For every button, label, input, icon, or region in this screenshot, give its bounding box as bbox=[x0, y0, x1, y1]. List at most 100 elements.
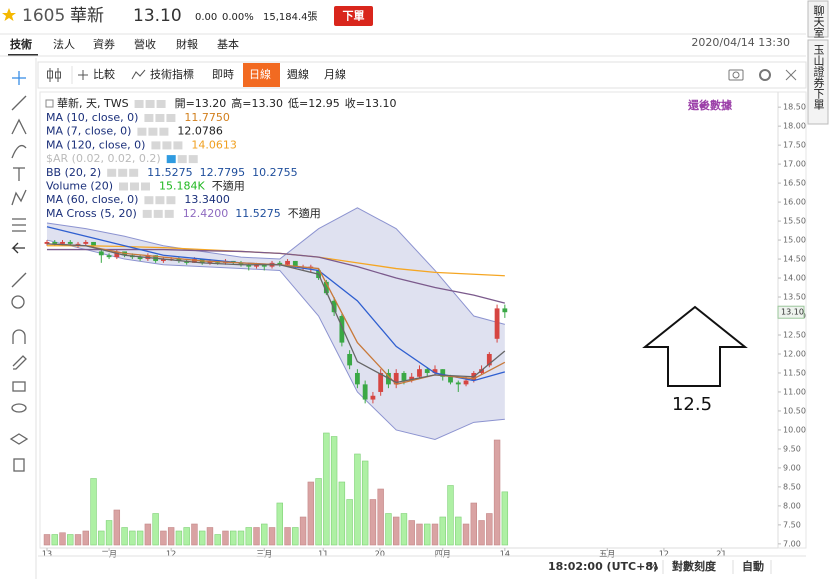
legend-control[interactable] bbox=[155, 114, 165, 122]
settings-icon[interactable] bbox=[759, 69, 771, 81]
legend-control[interactable] bbox=[141, 182, 150, 191]
lock-tool[interactable] bbox=[12, 381, 26, 392]
broker-button[interactable] bbox=[807, 39, 829, 125]
indicator-value: 不適用 bbox=[212, 179, 245, 193]
indicator-name[interactable]: MA (7, close, 0) bbox=[46, 125, 131, 138]
legend-control[interactable] bbox=[137, 127, 147, 136]
adjusted-data-label[interactable]: 還後數據 bbox=[687, 98, 733, 112]
indicators-button[interactable]: 技術指標 bbox=[150, 67, 194, 81]
indicator-name[interactable]: MA Cross (5, 20) bbox=[46, 207, 137, 220]
indicator-name[interactable]: BB (20, 2) bbox=[46, 166, 101, 179]
trendline-tool[interactable] bbox=[11, 95, 27, 111]
text-tool[interactable] bbox=[13, 167, 25, 181]
order-button[interactable] bbox=[334, 6, 373, 26]
volume-bar bbox=[431, 523, 439, 546]
broker-label[interactable]: 玉山證券下單 bbox=[812, 44, 825, 110]
legend-control[interactable] bbox=[107, 168, 117, 177]
tab[interactable]: 法人 bbox=[53, 37, 75, 51]
tab[interactable]: 基本 bbox=[217, 37, 239, 51]
tab[interactable]: 營收 bbox=[134, 37, 156, 51]
legend-control[interactable] bbox=[151, 141, 161, 150]
volume-bar bbox=[160, 530, 167, 546]
legend-control[interactable] bbox=[134, 100, 144, 108]
legend-control[interactable] bbox=[162, 141, 172, 150]
indicator-name[interactable]: Volume (20) bbox=[46, 180, 113, 193]
volume-bar bbox=[59, 532, 66, 546]
legend-control[interactable] bbox=[177, 155, 187, 164]
legend-control[interactable] bbox=[144, 114, 154, 122]
volume: 15,184.4張 bbox=[263, 11, 318, 23]
band-fill bbox=[46, 207, 505, 440]
order-button-label[interactable]: 下單 bbox=[343, 10, 365, 23]
candle-body bbox=[463, 380, 469, 385]
legend-control[interactable] bbox=[145, 100, 155, 108]
zoom-tool[interactable] bbox=[11, 295, 25, 309]
magnet-tool[interactable] bbox=[12, 329, 26, 344]
tab[interactable]: 財報 bbox=[176, 37, 198, 51]
y-tick-label: 11.50 bbox=[783, 368, 806, 377]
fullscreen-icon[interactable] bbox=[785, 69, 797, 81]
legend-control[interactable] bbox=[188, 155, 198, 164]
compare-plus[interactable] bbox=[78, 70, 88, 80]
annotation-text: 12.5 bbox=[672, 394, 712, 415]
fib-tool[interactable] bbox=[11, 118, 27, 135]
visibility-tool[interactable] bbox=[11, 403, 27, 413]
log-scale-toggle[interactable]: 對數刻度 bbox=[672, 559, 717, 573]
legend-control[interactable] bbox=[156, 100, 166, 108]
compare-button[interactable]: 比較 bbox=[93, 67, 115, 81]
legend-control[interactable] bbox=[144, 196, 154, 205]
tab[interactable]: 技術 bbox=[10, 37, 32, 51]
tab[interactable]: 資券 bbox=[93, 37, 115, 51]
legend-control[interactable] bbox=[153, 209, 163, 218]
legend-control[interactable] bbox=[142, 209, 152, 218]
legend-control[interactable] bbox=[130, 182, 139, 191]
period-button[interactable]: 即時 bbox=[212, 68, 234, 81]
candle-body bbox=[448, 376, 453, 383]
favorite-star[interactable] bbox=[2, 8, 16, 21]
legend-control[interactable] bbox=[164, 209, 174, 218]
period-button[interactable]: 日線 bbox=[249, 67, 271, 81]
legend-control[interactable] bbox=[159, 127, 169, 136]
legend-control[interactable] bbox=[148, 127, 158, 136]
indicator-name[interactable]: $AR (0.02, 0.02, 0.2) bbox=[46, 152, 161, 165]
y-tick-label: 12.00 bbox=[783, 349, 806, 358]
candle-body bbox=[494, 308, 500, 339]
compare-icon[interactable] bbox=[47, 68, 61, 82]
indicator-name[interactable]: MA (120, close, 0) bbox=[46, 138, 145, 151]
legend-control[interactable] bbox=[166, 155, 176, 164]
delete-tool[interactable] bbox=[13, 458, 25, 472]
period-button[interactable]: 週線 bbox=[287, 67, 309, 81]
legend-control[interactable] bbox=[173, 141, 183, 150]
indicator-icon[interactable] bbox=[131, 69, 146, 80]
active-period-bg[interactable] bbox=[243, 63, 280, 87]
legend-control[interactable] bbox=[166, 114, 176, 122]
snapshot-icon[interactable] bbox=[728, 69, 744, 81]
legend-control[interactable] bbox=[155, 196, 165, 205]
candle-body bbox=[440, 369, 446, 377]
legend-control[interactable] bbox=[129, 168, 139, 177]
auto-toggle[interactable]: 自動 bbox=[742, 559, 764, 573]
back-tool[interactable] bbox=[11, 242, 25, 254]
brush-tool[interactable] bbox=[11, 144, 27, 159]
candle-body bbox=[393, 372, 399, 385]
layers-tool[interactable] bbox=[9, 433, 29, 445]
prediction-tool[interactable] bbox=[12, 218, 26, 232]
percent-toggle[interactable]: % bbox=[648, 560, 658, 573]
indicator-name[interactable]: MA (60, close, 0) bbox=[46, 193, 138, 206]
crosshair-tool[interactable] bbox=[12, 71, 26, 85]
legend-control[interactable] bbox=[166, 196, 176, 205]
y-tick-label: 10.50 bbox=[783, 406, 806, 415]
candle-body bbox=[254, 264, 259, 267]
chat-label[interactable]: 聊天室 bbox=[812, 4, 825, 38]
pattern-tool[interactable] bbox=[11, 189, 27, 206]
lock-draw-tool[interactable] bbox=[12, 355, 27, 370]
volume-bar bbox=[191, 523, 198, 546]
legend-control[interactable] bbox=[119, 182, 128, 191]
legend-control[interactable] bbox=[118, 168, 128, 177]
measure-tool[interactable] bbox=[11, 272, 27, 288]
volume-bar bbox=[90, 478, 97, 546]
chat-button[interactable] bbox=[807, 0, 829, 38]
period-button[interactable]: 月線 bbox=[324, 67, 346, 81]
indicator-name[interactable]: MA (10, close, 0) bbox=[46, 111, 138, 124]
